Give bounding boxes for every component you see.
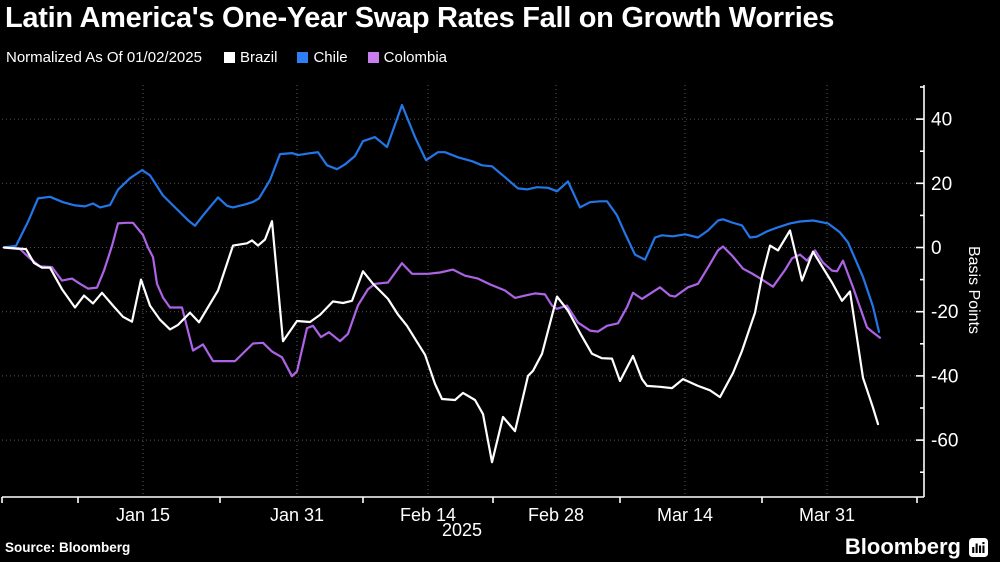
y-axis-tick-label: 20 (931, 174, 952, 195)
y-axis-tick-label: -20 (931, 302, 958, 323)
y-axis-tick-label: -40 (931, 366, 958, 387)
source-note: Source: Bloomberg (5, 540, 131, 555)
page-title: Latin America's One-Year Swap Rates Fall… (5, 2, 835, 34)
x-axis-tick-label: Mar 14 (657, 505, 713, 525)
y-axis-tick-label: 40 (931, 110, 952, 131)
y-axis-title: Basis Points (965, 246, 982, 334)
x-axis-tick-label: Jan 15 (116, 505, 170, 525)
y-axis-tick-label: -60 (931, 431, 958, 452)
chile-swatch-icon (297, 52, 309, 63)
colombia-swatch-icon (367, 52, 379, 63)
bloomberg-terminal-icon (969, 537, 988, 557)
x-axis-tick-label: Feb 28 (528, 505, 584, 525)
legend-item-chile: Chile (297, 49, 348, 66)
legend-item-colombia: Colombia (367, 49, 448, 66)
legend-label-chile: Chile (313, 49, 348, 66)
chile-series-line (2, 103, 881, 333)
normalization-note: Normalized As Of 01/02/2025 (6, 49, 202, 66)
legend-label-brazil: Brazil (239, 49, 278, 66)
colombia-series-line (2, 221, 882, 378)
brazil-swatch-icon (223, 52, 235, 63)
brazil-series-line (2, 220, 880, 464)
x-axis-year-label: 2025 (442, 520, 482, 540)
subtitle-row: Normalized As Of 01/02/2025 Brazil Chile… (6, 49, 447, 66)
legend-item-brazil: Brazil (223, 49, 278, 66)
x-axis-tick-label: Jan 31 (270, 505, 324, 525)
bloomberg-logo: Bloomberg (845, 534, 988, 560)
x-axis-tick-label: Mar 31 (799, 505, 855, 525)
legend: Brazil Chile Colombia (223, 49, 448, 66)
x-axis-tick-label: Feb 14 (400, 505, 456, 525)
y-axis-tick-label: 0 (931, 238, 942, 259)
legend-label-colombia: Colombia (383, 49, 448, 66)
bloomberg-wordmark: Bloomberg (844, 534, 961, 559)
